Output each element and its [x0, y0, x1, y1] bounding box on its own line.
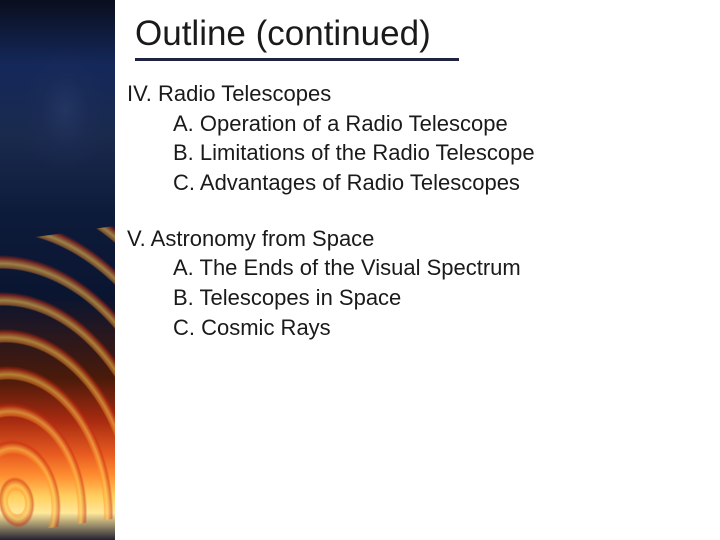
- section-heading: V. Astronomy from Space: [127, 224, 702, 254]
- outline-section: IV. Radio Telescopes A. Operation of a R…: [127, 79, 702, 198]
- outline-sub-item: A. The Ends of the Visual Spectrum: [173, 253, 702, 283]
- outline-sub-item: C. Cosmic Rays: [173, 313, 702, 343]
- outline-sub-item: A. Operation of a Radio Telescope: [173, 109, 702, 139]
- outline-sub-item: C. Advantages of Radio Telescopes: [173, 168, 702, 198]
- outline-section: V. Astronomy from Space A. The Ends of t…: [127, 224, 702, 343]
- slide-content: Outline (continued) IV. Radio Telescopes…: [115, 0, 720, 540]
- outline-sub-item: B. Limitations of the Radio Telescope: [173, 138, 702, 168]
- section-heading: IV. Radio Telescopes: [127, 79, 702, 109]
- outline-sub-item: B. Telescopes in Space: [173, 283, 702, 313]
- slide-title: Outline (continued): [135, 14, 459, 61]
- decorative-sidebar: [0, 0, 115, 540]
